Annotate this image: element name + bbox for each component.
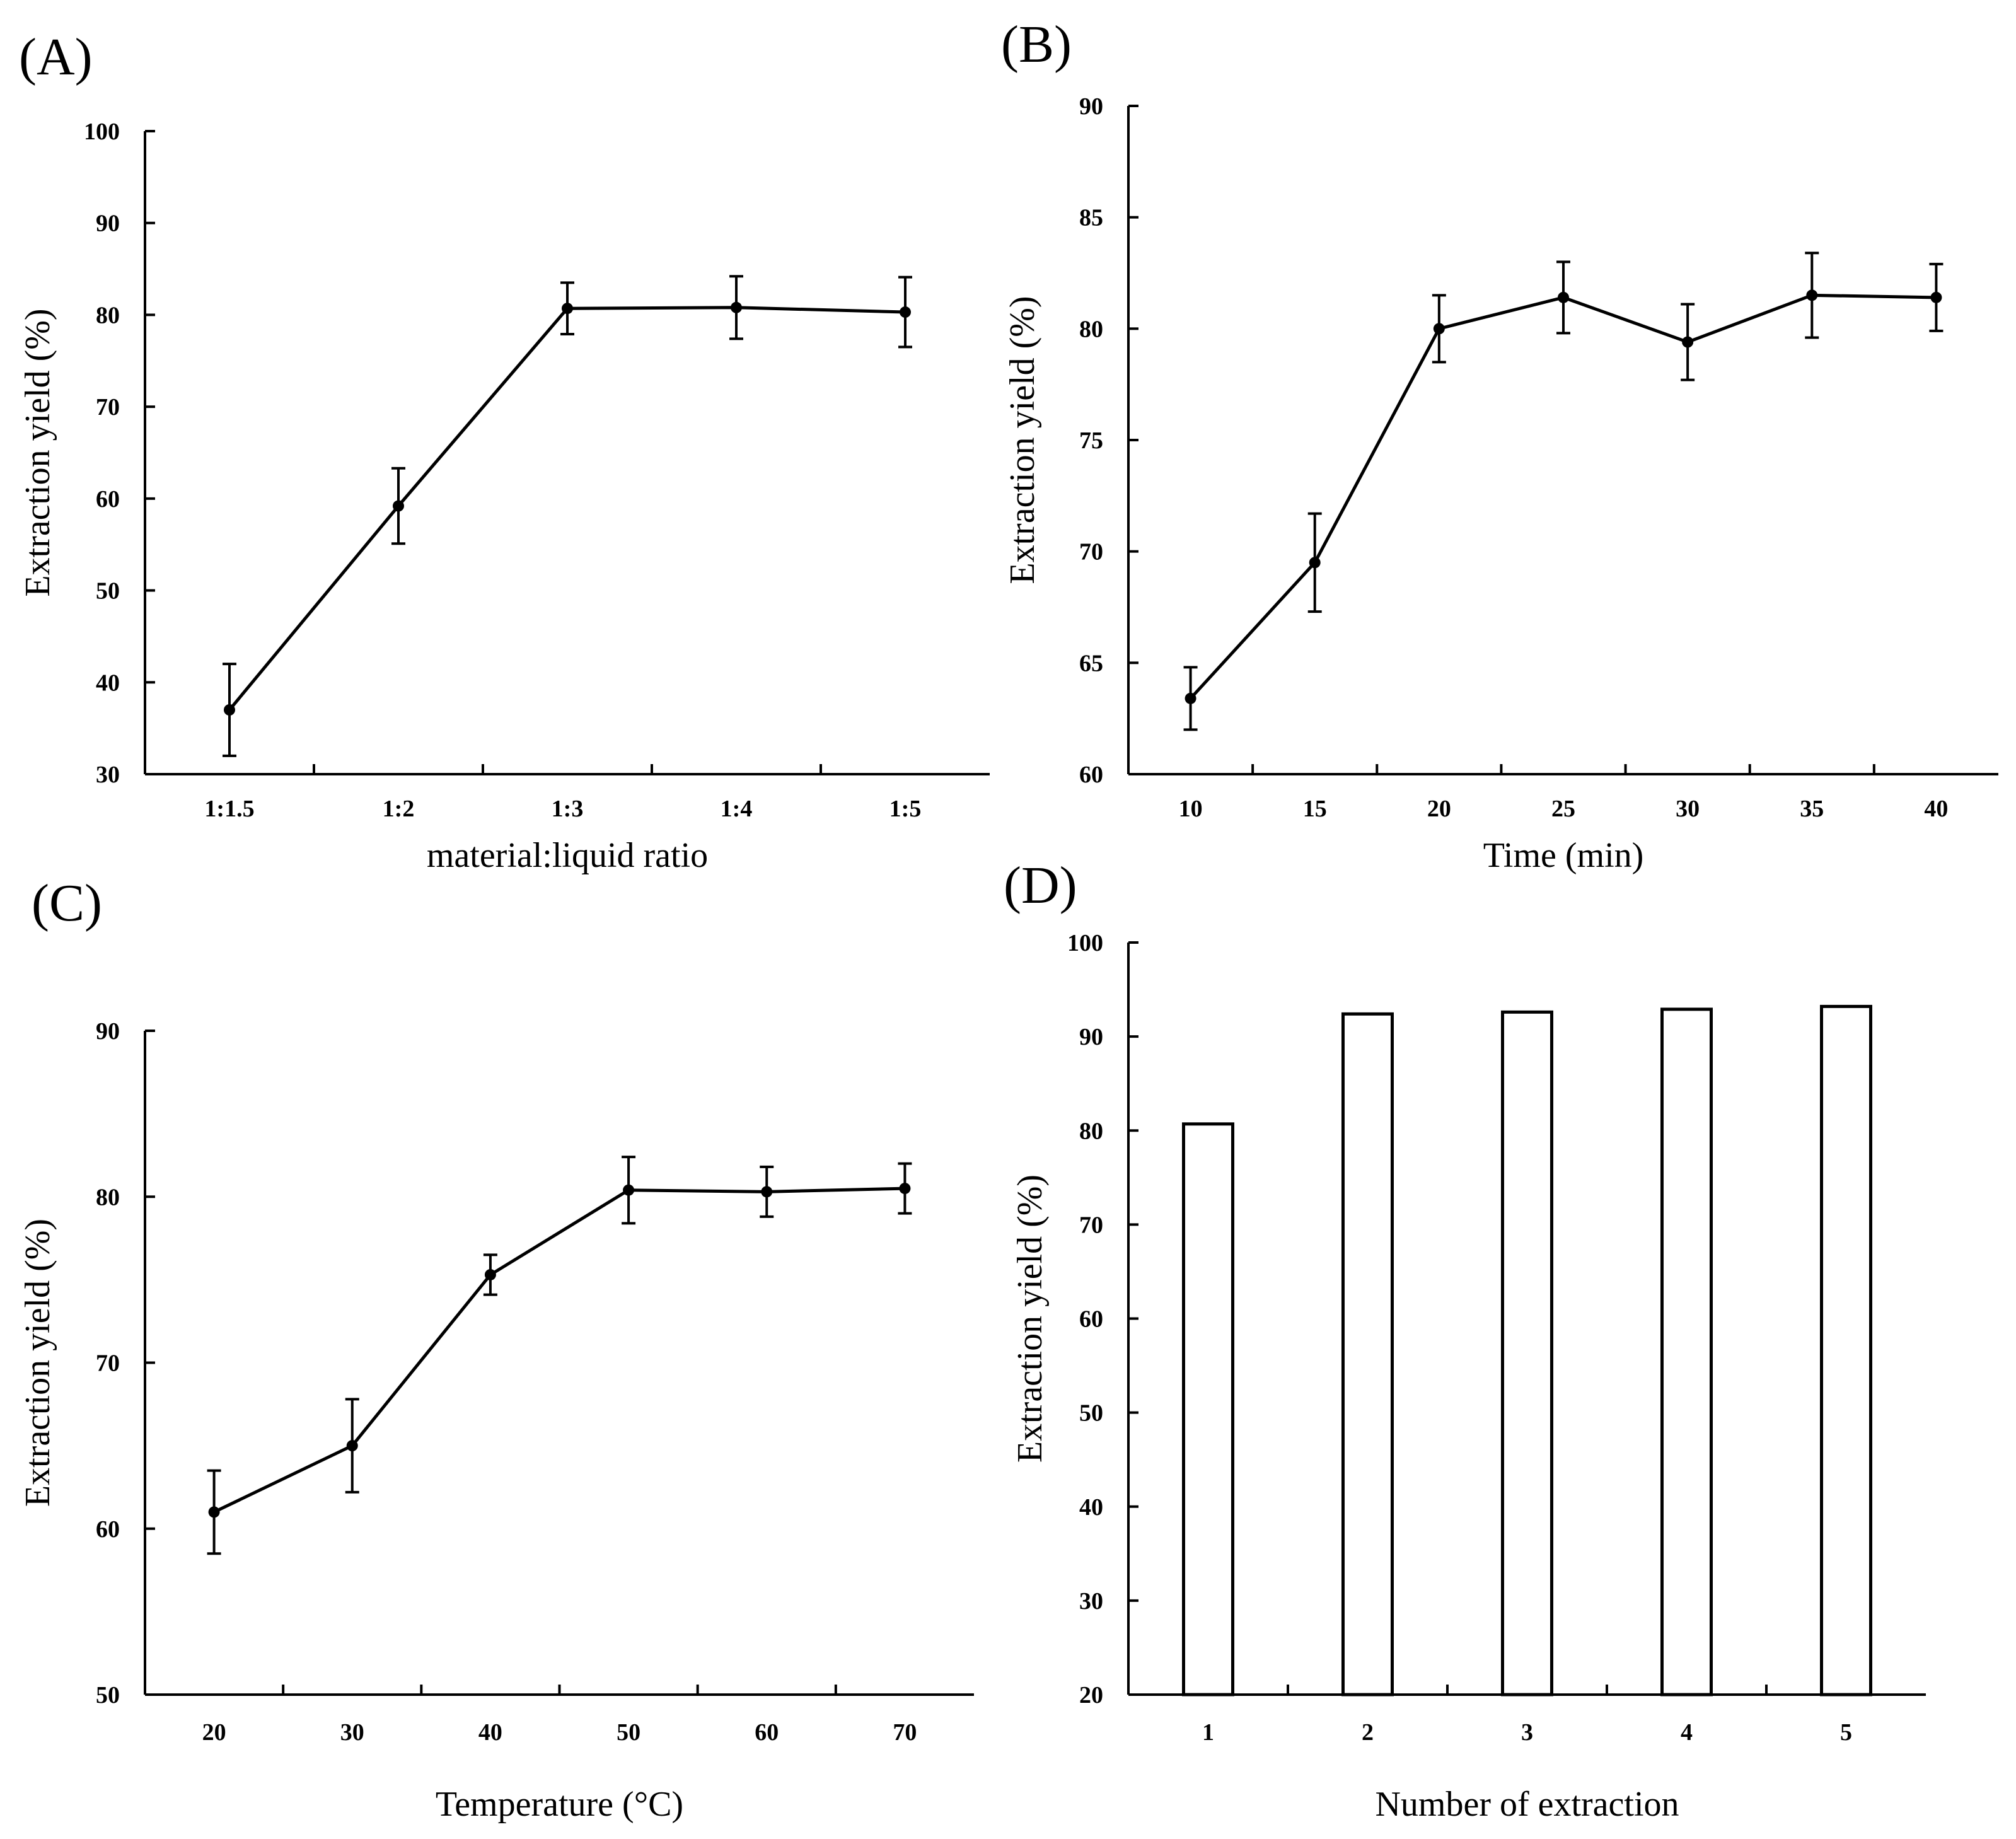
data-point: [761, 1186, 773, 1198]
data-point: [623, 1184, 635, 1196]
y-tick-label: 50: [1079, 1400, 1103, 1427]
data-point: [393, 500, 404, 512]
panel-A: (A) 30 40 50 60 70 80 90 100 1:1.5 1:2 1:3 1:4 1:5 mat…: [18, 28, 990, 875]
x-tick-label: 1:4: [721, 796, 753, 822]
y-tick-label: 100: [1067, 930, 1103, 956]
data-point: [346, 1440, 358, 1452]
x-tick-label: 50: [617, 1719, 640, 1746]
x-tick-label: 40: [478, 1719, 502, 1746]
x-tick-label: 35: [1800, 796, 1824, 822]
y-tick-label: 60: [96, 1516, 120, 1543]
y-tick-label: 30: [96, 762, 120, 788]
y-tick-label: 70: [96, 394, 120, 421]
data-point: [208, 1506, 220, 1518]
y-tick-label: 60: [1079, 762, 1103, 788]
x-tick-label: 3: [1521, 1719, 1533, 1746]
panel-label: (A): [19, 28, 93, 86]
x-tick-label: 30: [1676, 796, 1700, 822]
y-tick-label: 40: [96, 670, 120, 696]
y-tick-label: 80: [1079, 1118, 1103, 1144]
y-tick-label: 60: [1079, 1306, 1103, 1333]
y-axis-label: Extraction yield (%): [1003, 296, 1042, 584]
bar: [1182, 1122, 1234, 1697]
x-tick-label: 70: [893, 1719, 917, 1746]
x-tick-label: 1:5: [889, 796, 922, 822]
x-tick-label: 30: [340, 1719, 364, 1746]
data-point: [484, 1268, 496, 1280]
data-point: [562, 303, 573, 315]
x-axis-label: Time (min): [1483, 836, 1644, 875]
x-tick-label: 1: [1202, 1719, 1214, 1746]
x-axis-label: Number of extraction: [1375, 1785, 1679, 1824]
y-tick-label: 50: [96, 1682, 120, 1708]
panel-B: (B) 60 65 70 75 80 85 90 10 15 20 25 30 35 40 Time (min…: [1001, 15, 1998, 875]
bar: [1341, 1012, 1394, 1697]
x-tick-label: 1:3: [552, 796, 584, 822]
x-tick-label: 25: [1551, 796, 1575, 822]
x-tick-label: 5: [1840, 1719, 1852, 1746]
y-axis-label: Extraction yield (%): [1011, 1175, 1050, 1463]
data-point: [1185, 692, 1196, 704]
series-line: [1189, 293, 1937, 700]
y-tick-label: 80: [96, 1184, 120, 1210]
x-tick-label: 10: [1179, 796, 1203, 822]
bar: [1820, 1004, 1872, 1697]
y-tick-label: 75: [1079, 427, 1103, 454]
x-tick-label: 4: [1681, 1719, 1693, 1746]
bar: [1501, 1010, 1553, 1697]
y-tick-label: 80: [1079, 316, 1103, 342]
panel-C: (C) 50 60 70 80 90 20 30 40 50 60 70 Temperature (°C…: [18, 874, 974, 1824]
y-tick-label: 70: [1079, 1212, 1103, 1238]
series-line: [228, 306, 906, 711]
x-axis-label: Temperature (°C): [436, 1785, 683, 1824]
y-tick-label: 90: [96, 1018, 120, 1045]
panel-label: (B): [1001, 15, 1072, 74]
data-point: [899, 1183, 911, 1195]
y-axis-label: Extraction yield (%): [18, 1219, 57, 1507]
y-tick-label: 60: [96, 486, 120, 513]
y-axis-label: Extraction yield (%): [18, 308, 57, 596]
x-tick-label: 40: [1924, 796, 1948, 822]
panel-label: (C): [32, 874, 102, 932]
x-tick-label: 1:2: [383, 796, 415, 822]
y-tick-label: 50: [96, 578, 120, 605]
data-point: [900, 306, 911, 318]
x-tick-label: 15: [1303, 796, 1327, 822]
x-tick-label: 20: [1427, 796, 1451, 822]
data-point: [1433, 323, 1445, 335]
series-line: [213, 1186, 905, 1514]
y-tick-label: 90: [96, 211, 120, 237]
y-tick-label: 70: [96, 1350, 120, 1377]
x-tick-label: 2: [1362, 1719, 1374, 1746]
data-point: [1558, 291, 1569, 303]
data-point: [1682, 336, 1694, 348]
y-tick-label: 80: [96, 302, 120, 328]
data-point: [1806, 289, 1818, 301]
x-tick-label: 60: [755, 1719, 779, 1746]
y-tick-label: 40: [1079, 1494, 1103, 1521]
y-tick-label: 65: [1079, 650, 1103, 676]
x-tick-label: 1:1.5: [204, 796, 254, 822]
data-point: [1309, 557, 1321, 569]
data-point: [731, 301, 742, 313]
panel-label: (D): [1004, 856, 1077, 915]
y-tick-label: 20: [1079, 1682, 1103, 1708]
y-tick-label: 30: [1079, 1588, 1103, 1615]
x-tick-label: 20: [202, 1719, 226, 1746]
y-tick-label: 90: [1079, 1024, 1103, 1050]
y-tick-label: 85: [1079, 205, 1103, 231]
y-tick-label: 100: [84, 119, 120, 145]
x-axis-label: material:liquid ratio: [427, 836, 708, 875]
data-point: [224, 704, 235, 716]
data-point: [1930, 291, 1942, 303]
panel-D: (D) 20 30 40 50 60 70 80 90 100 1 2 3 4 5 Number of ext…: [1004, 856, 1926, 1824]
bar: [1660, 1007, 1713, 1697]
y-tick-label: 70: [1079, 539, 1103, 566]
y-tick-label: 90: [1079, 93, 1103, 120]
